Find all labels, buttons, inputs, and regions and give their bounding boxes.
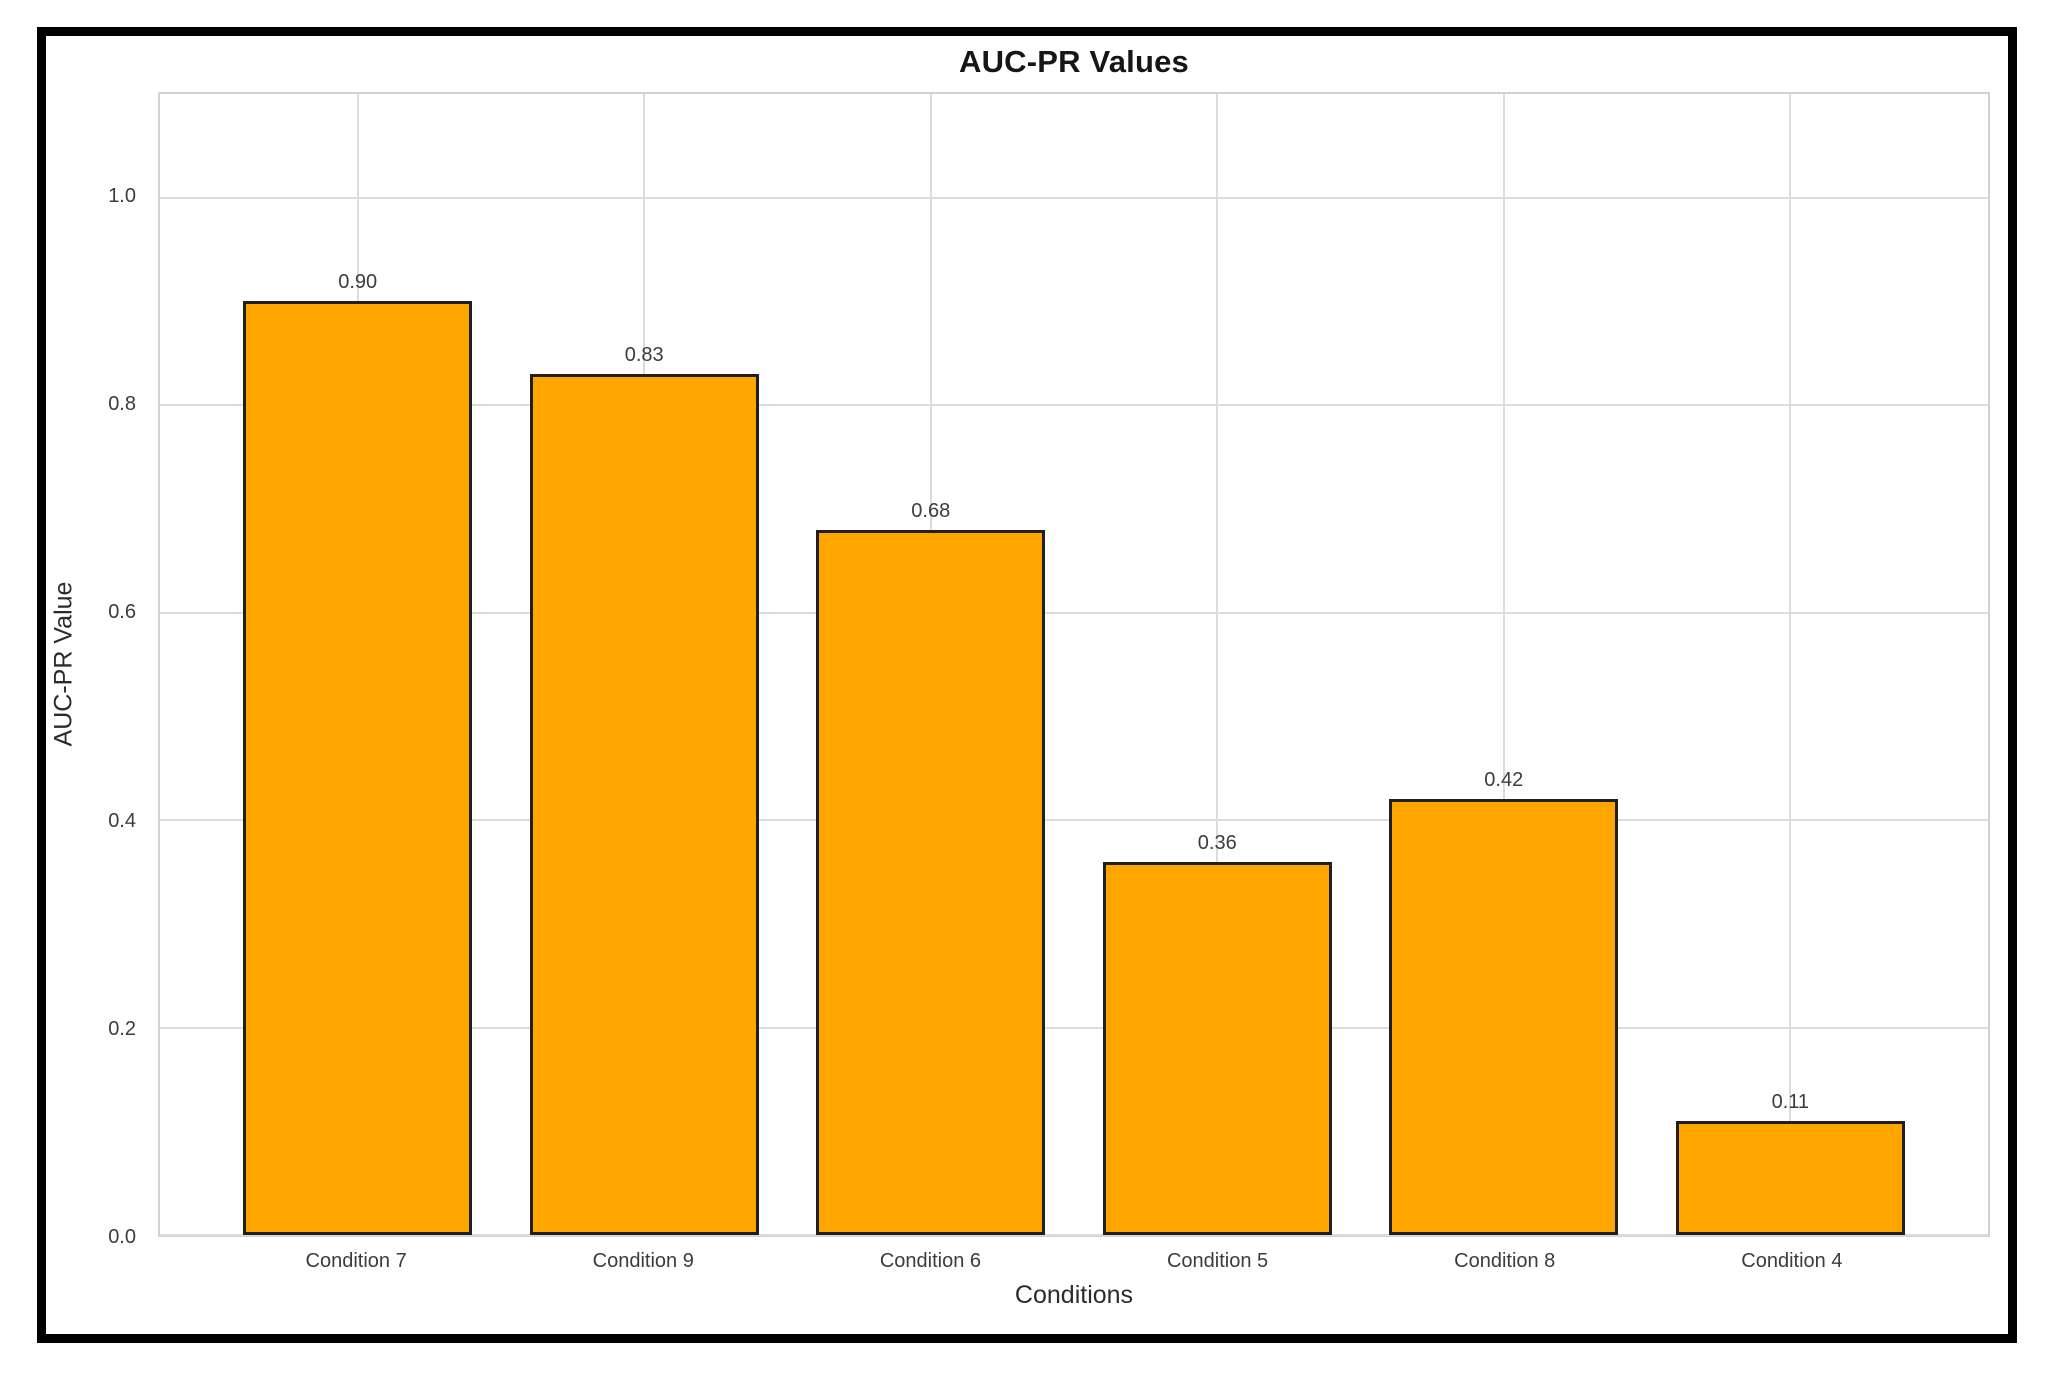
y-axis-tick-labels: 0.0 0.2 0.4 0.6 0.8 1.0 (0, 92, 136, 1247)
bar-value-label: 0.83 (624, 344, 664, 367)
x-tick-label: Condition 4 (1741, 1250, 1843, 1272)
y-gridline (160, 611, 1988, 614)
y-tick-label: 0.8 (108, 393, 136, 416)
bar-value-label: 0.90 (338, 271, 378, 294)
y-gridline (160, 1026, 1988, 1029)
y-gridline (160, 1234, 1988, 1236)
x-tick-label: Condition 8 (1454, 1250, 1556, 1272)
y-tick-label: 1.0 (108, 185, 136, 208)
y-tick-label: 0.2 (108, 1017, 136, 1040)
x-axis-tick-labels: Condition 7 Condition 9 Condition 6 Conditi… (158, 1250, 1990, 1276)
bar (243, 301, 473, 1235)
bar-value-label: 0.36 (1197, 831, 1237, 854)
bar-value-label: 0.42 (1484, 769, 1524, 792)
x-axis-label: Conditions (1014, 1281, 1134, 1309)
y-tick-label: 0.4 (108, 809, 136, 832)
x-gridline (1502, 94, 1505, 1235)
bar (1675, 1120, 1905, 1235)
x-tick-label: Condition 7 (305, 1250, 407, 1272)
x-tick-label: Condition 6 (879, 1250, 982, 1272)
bar-value-label: 0.11 (1771, 1090, 1810, 1113)
y-gridline (160, 819, 1988, 822)
bars-layer: 0.90 0.83 0.68 0.36 0.42 0.11 (160, 94, 1988, 1235)
y-gridline (160, 196, 1988, 199)
bar (1389, 799, 1619, 1235)
bar-value-label: 0.68 (911, 499, 951, 522)
y-gridline (160, 404, 1988, 407)
x-gridline (1216, 94, 1219, 1235)
x-tick-label: Condition 9 (592, 1250, 694, 1272)
bar (1102, 861, 1332, 1235)
bar (816, 529, 1046, 1235)
y-tick-label: 0.0 (108, 1226, 136, 1248)
plot-area: 0.90 0.83 0.68 0.36 0.42 0.11 (158, 92, 1990, 1237)
x-gridline (1789, 94, 1792, 1235)
figure-frame (37, 27, 2017, 1343)
x-tick-label: Condition 5 (1166, 1250, 1269, 1272)
bar (529, 374, 759, 1235)
chart-title: AUC-PR Values (959, 44, 1189, 79)
y-tick-label: 0.6 (108, 601, 136, 624)
